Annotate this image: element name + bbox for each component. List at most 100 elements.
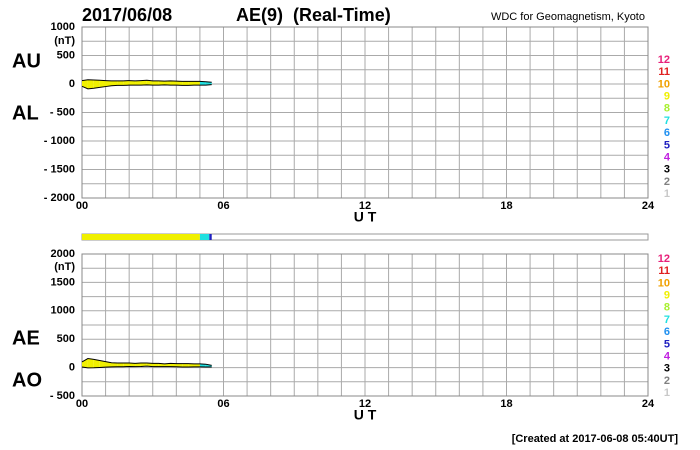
station-legend-label: 1 [664, 387, 670, 399]
y-tick-label: - 1000 [44, 135, 75, 147]
band-fill [123, 80, 130, 86]
series-line [81, 79, 212, 83]
band-fill [199, 81, 206, 86]
band-fill [146, 80, 153, 86]
y-tick-label: 2000 [51, 248, 75, 260]
x-tick-label: 00 [76, 398, 88, 410]
y-tick-label: 0 [69, 362, 75, 374]
x-tick-label: 18 [500, 200, 512, 212]
band-fill [135, 80, 141, 86]
band-fill [140, 80, 147, 86]
x-axis-label: U T [354, 407, 377, 423]
band-fill [99, 80, 106, 88]
band-fill [170, 80, 177, 86]
band-fill [135, 363, 141, 367]
x-tick-label: 18 [500, 398, 512, 410]
band-fill [117, 80, 124, 86]
y-tick-label: 1000 [51, 305, 75, 317]
unit-label: (nT) [54, 35, 75, 47]
series-name: AE [12, 327, 40, 349]
y-tick-label: - 1500 [44, 163, 75, 175]
station-legend-label: 9 [664, 290, 670, 302]
station-legend-label: 11 [658, 66, 670, 78]
x-tick-label: 24 [642, 200, 655, 212]
station-legend-label: 4 [664, 351, 671, 363]
station-legend-label: 9 [664, 91, 670, 103]
y-tick-label: - 500 [50, 390, 75, 402]
y-tick-label: 500 [57, 333, 75, 345]
x-tick-label: 12 [359, 200, 371, 212]
station-legend-label: 10 [658, 277, 670, 289]
plot-frame [81, 253, 649, 397]
source: WDC for Geomagnetism, Kyoto [491, 11, 645, 23]
series-name: AO [12, 369, 42, 391]
band-fill [87, 79, 94, 89]
unit-label: (nT) [54, 261, 75, 273]
series-line [81, 357, 212, 366]
band-fill [93, 80, 100, 89]
band-fill [194, 81, 200, 86]
plot-frame [81, 26, 649, 199]
band-fill [152, 363, 159, 367]
y-tick-label: 1000 [51, 21, 75, 33]
series-name: AU [12, 50, 41, 72]
station-legend-label: 8 [664, 103, 670, 115]
band-fill [152, 80, 159, 86]
x-tick-label: 24 [642, 398, 655, 410]
x-tick-label: 06 [217, 200, 229, 212]
station-legend-label: 8 [664, 302, 670, 314]
band-fill [93, 359, 100, 368]
station-legend-label: 5 [664, 139, 670, 151]
station-legend-label: 10 [658, 78, 670, 90]
band-fill [99, 360, 106, 368]
band-fill [87, 358, 94, 368]
x-tick-label: 06 [217, 398, 229, 410]
x-tick-label: 12 [359, 398, 371, 410]
band-fill [82, 358, 88, 368]
y-tick-label: 0 [69, 78, 75, 90]
band-fill [105, 361, 112, 368]
y-tick-label: 500 [57, 49, 75, 61]
band-fill [199, 363, 206, 368]
station-legend-label: 11 [658, 265, 670, 277]
date: 2017/06/08 [82, 5, 172, 25]
band-fill [182, 81, 189, 86]
station-legend-label: 4 [664, 152, 671, 164]
station-legend-label: 2 [664, 176, 670, 188]
station-legend-label: 6 [664, 127, 670, 139]
band-fill [117, 363, 124, 367]
band-fill [188, 363, 195, 368]
x-axis-label: U T [354, 209, 377, 225]
station-legend-label: 7 [664, 115, 670, 127]
station-bar-segment [199, 234, 210, 240]
band-fill [129, 363, 136, 367]
band-fill [123, 363, 130, 367]
station-bar-segment [82, 234, 200, 240]
band-fill [111, 80, 118, 86]
station-legend-label: 12 [658, 253, 670, 265]
x-tick-label: 00 [76, 200, 88, 212]
station-legend-label: 2 [664, 375, 670, 387]
band-fill [176, 81, 183, 86]
band-fill [105, 80, 112, 87]
band-fill [182, 363, 189, 368]
series-line [81, 84, 212, 90]
band-fill [140, 363, 147, 367]
band-fill [176, 363, 183, 368]
station-legend-label: 7 [664, 314, 670, 326]
band-fill [170, 363, 177, 367]
band-fill [146, 363, 153, 367]
band-fill [111, 362, 118, 367]
station-legend-label: 5 [664, 338, 670, 350]
band-fill [164, 80, 171, 86]
station-legend-label: 3 [664, 363, 670, 375]
y-tick-label: - 2000 [44, 192, 75, 204]
station-bar-segment [209, 234, 212, 240]
station-legend-label: 6 [664, 326, 670, 338]
band-fill [158, 80, 165, 86]
band-fill [129, 80, 136, 86]
band-fill [194, 363, 200, 367]
series-line [81, 365, 212, 369]
